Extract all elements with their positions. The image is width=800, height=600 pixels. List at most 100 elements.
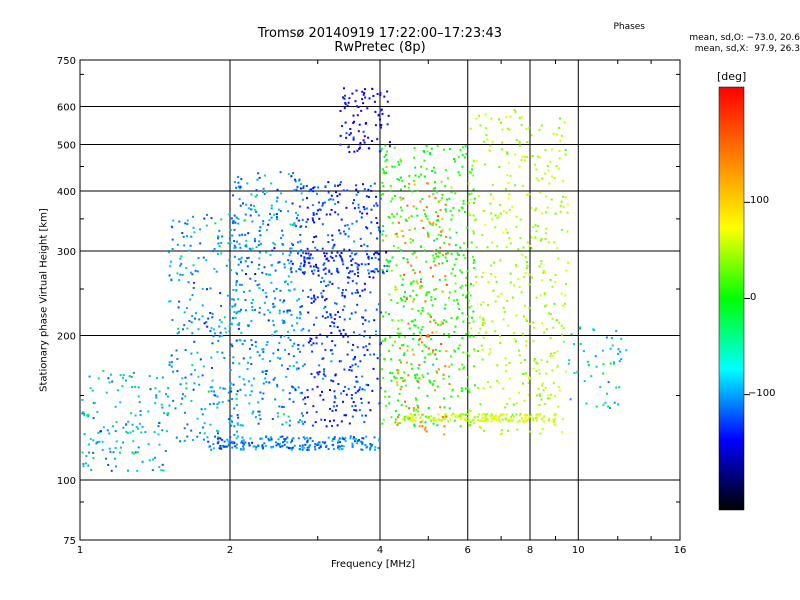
data-point [313,186,316,189]
data-point [201,288,204,290]
data-point [345,206,348,209]
data-point [230,390,233,393]
data-point [475,246,478,249]
data-point [399,274,402,277]
data-point [259,391,262,394]
data-point [397,160,400,163]
data-point [311,440,314,442]
data-point [402,354,405,357]
data-point [450,186,453,189]
data-point [228,444,230,447]
data-point [293,387,296,390]
data-point [216,403,219,406]
data-point [207,390,210,393]
data-point [246,265,249,268]
data-point [573,343,575,346]
data-point [269,273,272,276]
data-point [412,280,415,283]
data-point [523,420,526,423]
data-point [343,414,346,417]
data-point [466,247,469,250]
data-point [444,275,447,278]
data-point [237,175,240,178]
data-point [356,149,359,152]
data-point [249,437,252,440]
data-point [542,269,545,272]
data-point [181,377,184,380]
data-point [456,298,459,301]
data-point [344,385,347,388]
data-point [302,185,305,188]
data-point [553,417,556,420]
data-point [464,257,467,260]
data-point [404,400,406,403]
data-point [559,210,562,213]
data-point [381,193,384,195]
data-point [433,379,436,382]
data-point [390,416,393,419]
data-point [397,369,400,372]
data-point [413,147,416,150]
data-point [450,355,452,358]
data-point [379,387,382,390]
x-axis-label: Frequency [MHz] [331,559,416,570]
data-point [238,362,241,365]
data-point [345,393,348,396]
data-point [205,321,208,324]
data-point [333,243,336,246]
data-point [532,419,535,422]
data-point [397,413,400,416]
data-point [404,300,407,303]
data-point [375,330,377,333]
data-point [435,419,438,422]
data-point [381,112,384,115]
data-point [297,386,300,389]
data-point [607,381,610,384]
data-point [105,457,107,460]
data-point [396,302,399,304]
data-point [418,425,421,428]
data-point [537,179,540,182]
data-point [402,344,405,346]
data-point [559,139,562,142]
data-point [595,405,598,408]
data-point [396,372,399,375]
data-point [440,323,443,326]
data-point [491,418,494,421]
data-point [263,442,266,445]
data-point [250,363,253,365]
data-point [340,392,343,395]
data-point [453,349,456,352]
data-point [417,309,420,312]
data-point [239,185,242,188]
data-point [188,320,191,322]
data-point [378,439,380,442]
data-point [218,319,221,321]
data-point [186,219,189,222]
data-point [228,421,231,424]
data-point [114,457,116,460]
data-point [617,403,620,406]
data-point [180,262,183,265]
data-point [547,394,550,397]
data-point [389,336,391,339]
data-point [246,257,249,260]
data-point [234,303,237,306]
data-point [258,240,261,243]
data-point [505,370,508,373]
data-point [383,170,386,173]
data-point [332,259,335,262]
data-point [374,124,377,127]
data-point [545,195,548,198]
data-point [481,416,484,419]
data-point [82,462,85,465]
data-point [422,226,425,229]
data-point [281,423,284,426]
data-point [336,195,339,197]
data-point [235,437,238,440]
data-point [278,312,281,315]
data-point [330,272,333,275]
data-point [396,369,399,372]
data-point [270,207,273,210]
data-point [212,328,215,331]
